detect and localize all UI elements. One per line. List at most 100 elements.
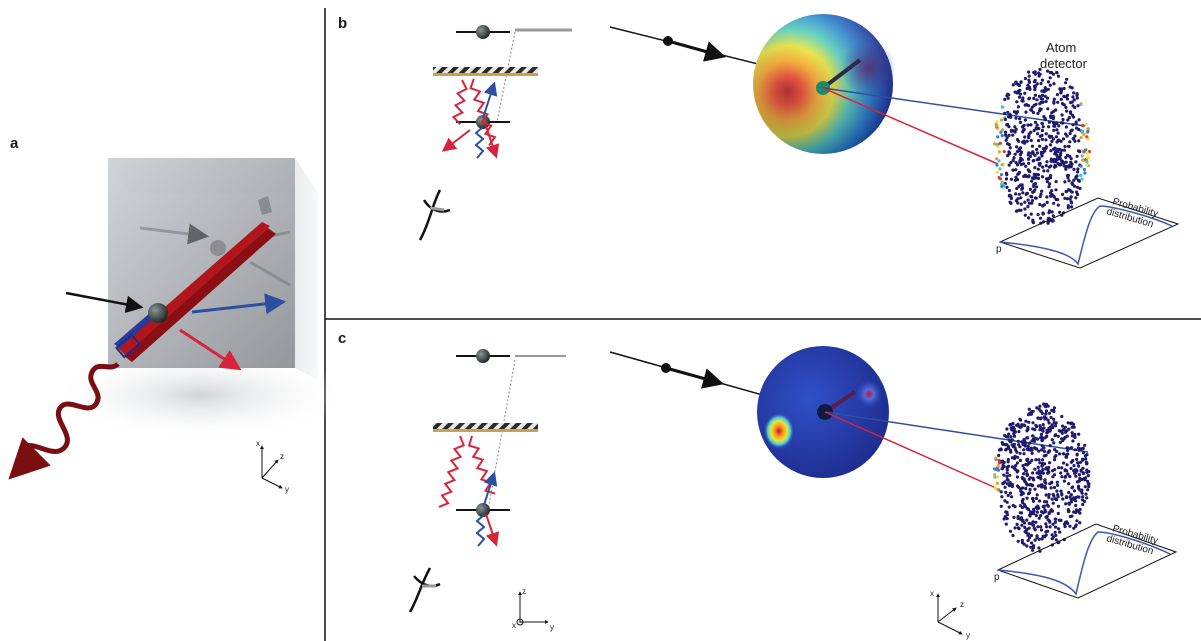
detector-dot <box>1025 483 1029 487</box>
detector-dot <box>1085 462 1089 466</box>
detector-dot <box>1044 412 1048 416</box>
detector-dot <box>1064 495 1069 499</box>
detector-dot <box>1043 485 1047 489</box>
detector-dot <box>1021 464 1025 468</box>
detector-dot <box>1049 149 1053 153</box>
detector-dot <box>1032 96 1036 100</box>
detector-dot <box>1003 111 1007 115</box>
detector-dot <box>1035 507 1039 511</box>
detector-dot <box>1056 203 1060 207</box>
detector-dot <box>1022 139 1026 143</box>
axis-c-x: x <box>512 621 516 630</box>
detector-dot <box>1019 202 1023 206</box>
detector-dot <box>1052 82 1056 86</box>
detector-dot <box>1038 404 1042 408</box>
detector-dot <box>1026 153 1030 157</box>
detector-dot <box>1019 196 1023 200</box>
detector-dot <box>1039 525 1043 529</box>
detector-dot <box>1042 446 1046 450</box>
detector-dot <box>1066 509 1071 514</box>
detector-dot <box>1007 143 1011 147</box>
axis-c-z: z <box>522 587 526 596</box>
detector-dot <box>1035 98 1039 102</box>
detector-dot <box>1006 110 1010 114</box>
axis-c-y: y <box>550 623 554 632</box>
detector-dot <box>1033 93 1037 97</box>
axes-a: x y z <box>256 439 289 494</box>
detector-dot <box>1045 503 1049 507</box>
detector-dot <box>1028 441 1032 445</box>
detector-dot <box>1041 125 1045 129</box>
detector-dot <box>1046 69 1050 73</box>
detector-dot <box>1052 147 1056 151</box>
detector-dot <box>1042 169 1046 173</box>
detector-dot <box>1069 129 1073 133</box>
detector-dot <box>1058 157 1062 161</box>
detector-dot <box>1040 510 1044 514</box>
detector-dot <box>1058 210 1062 214</box>
detector-dot <box>1003 97 1007 101</box>
detector-dot <box>1015 145 1019 149</box>
detector-dot <box>999 118 1004 122</box>
atom-detector-label-2: detector <box>1040 56 1088 71</box>
detector-dot <box>1018 152 1023 157</box>
detector-dot <box>1025 458 1029 462</box>
detector-dot <box>1053 424 1058 428</box>
detector-dot <box>1031 434 1035 438</box>
detector-dot <box>1079 102 1083 106</box>
detector-dot <box>1037 516 1041 520</box>
detector-dot <box>1042 402 1046 406</box>
detector-dot <box>1011 168 1015 172</box>
detector-dot <box>1008 491 1013 495</box>
detector-dot <box>1012 429 1016 433</box>
detector-dot <box>1056 493 1060 497</box>
detector-dot <box>1035 437 1040 441</box>
detector-dot <box>1061 497 1065 501</box>
detector-dot <box>1062 479 1066 483</box>
detector-dot <box>1009 426 1013 430</box>
detector-dot <box>1021 96 1025 100</box>
detector-dot <box>1016 201 1020 205</box>
detector-dot <box>1027 70 1031 74</box>
detector-dot <box>1071 123 1075 127</box>
detector-dot <box>1015 163 1020 167</box>
detector-dot <box>1075 452 1079 456</box>
detector-dot <box>1005 474 1009 478</box>
detector-dot <box>1078 149 1082 154</box>
detector-dot <box>1012 442 1017 446</box>
detector-dot <box>1044 405 1048 409</box>
detector-dot <box>1025 139 1029 143</box>
detector-dot <box>1012 434 1017 438</box>
detector-dot <box>1039 100 1043 104</box>
detector-dot <box>1047 185 1051 189</box>
detector-dot <box>1084 148 1088 152</box>
detector-dot <box>1010 438 1014 442</box>
detector-dot <box>1008 422 1013 427</box>
detector-dot <box>1051 492 1055 496</box>
detector-dot <box>1007 464 1011 468</box>
detector-dot <box>1030 458 1034 462</box>
detector-dot <box>1046 107 1050 111</box>
detector-dot <box>1087 485 1091 489</box>
detector-dot <box>1040 537 1044 541</box>
detector-dot <box>1060 113 1064 117</box>
detector-dot <box>1056 131 1060 135</box>
detector-dot <box>1018 425 1022 429</box>
detector-dot <box>1080 130 1085 134</box>
detector-dot <box>1022 448 1026 452</box>
detector-dot <box>1028 187 1032 191</box>
detector-dot <box>1079 173 1083 177</box>
detector-dot <box>1013 90 1017 94</box>
detector-dot <box>1038 428 1042 432</box>
detector-dot <box>1004 133 1008 137</box>
detector-dot <box>1056 147 1060 151</box>
axis-c2-y: y <box>966 631 970 640</box>
detector-dot <box>994 456 998 460</box>
detector-dot <box>1016 539 1020 543</box>
atom-a <box>148 303 168 323</box>
detector-dot <box>1008 151 1012 155</box>
detector-dot <box>1033 120 1038 124</box>
detector-dot <box>1069 111 1073 115</box>
detector-dot <box>1067 482 1071 486</box>
axes-c-left: z x y <box>512 587 554 632</box>
